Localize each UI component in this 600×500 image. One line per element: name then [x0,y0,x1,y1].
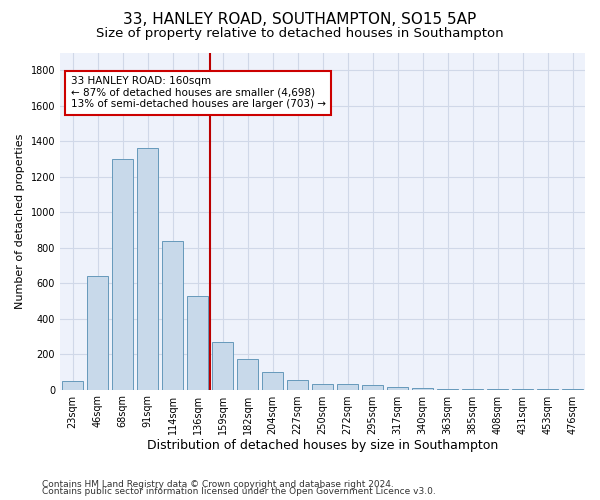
Bar [87,276,108,390]
Bar [262,372,283,390]
Bar [112,159,133,390]
Bar [487,388,508,390]
Bar [62,380,83,390]
Bar [137,148,158,390]
Text: 33 HANLEY ROAD: 160sqm
← 87% of detached houses are smaller (4,698)
13% of semi-: 33 HANLEY ROAD: 160sqm ← 87% of detached… [71,76,326,110]
Bar [462,388,483,390]
Bar [387,387,408,390]
Text: Size of property relative to detached houses in Southampton: Size of property relative to detached ho… [96,28,504,40]
Bar [512,388,533,390]
Text: 33, HANLEY ROAD, SOUTHAMPTON, SO15 5AP: 33, HANLEY ROAD, SOUTHAMPTON, SO15 5AP [124,12,476,28]
Text: Contains public sector information licensed under the Open Government Licence v3: Contains public sector information licen… [42,488,436,496]
Bar [237,358,258,390]
Text: Contains HM Land Registry data © Crown copyright and database right 2024.: Contains HM Land Registry data © Crown c… [42,480,394,489]
Y-axis label: Number of detached properties: Number of detached properties [15,134,25,308]
Bar [162,240,183,390]
X-axis label: Distribution of detached houses by size in Southampton: Distribution of detached houses by size … [147,440,498,452]
Bar [362,385,383,390]
Bar [312,384,333,390]
Bar [287,380,308,390]
Bar [337,384,358,390]
Bar [412,388,433,390]
Bar [212,342,233,390]
Bar [187,296,208,390]
Bar [437,388,458,390]
